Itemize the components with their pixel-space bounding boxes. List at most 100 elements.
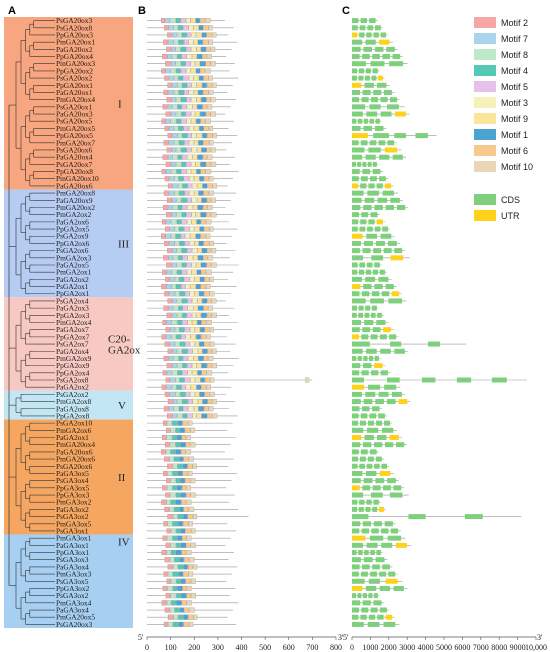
gene-label: PsGA2ox2	[56, 390, 89, 399]
cds-box	[383, 621, 396, 627]
structure-row	[352, 226, 390, 232]
cds-box	[361, 291, 370, 297]
motif-box	[185, 334, 191, 340]
motif-box	[187, 370, 192, 376]
motif-box	[201, 97, 207, 103]
motif-box	[176, 262, 182, 268]
structure-row	[352, 133, 437, 139]
motif-box	[211, 197, 216, 203]
motif-box	[186, 68, 191, 74]
gene-label: PpGA20ox1	[56, 81, 93, 90]
utr-box	[384, 183, 392, 189]
motif-box	[209, 226, 214, 232]
motif-box	[195, 18, 200, 24]
cds-box	[379, 269, 385, 275]
structure-row	[352, 363, 386, 369]
motif-box	[203, 190, 209, 196]
axis-c-tick-label: 9000	[510, 643, 526, 652]
motif-row	[147, 140, 232, 146]
motif-box	[175, 449, 181, 455]
motif-row	[147, 61, 235, 67]
motif-box	[167, 133, 173, 139]
motif-box	[166, 550, 171, 556]
motif-box	[184, 377, 191, 383]
gene-label: PsGA20ox6	[56, 462, 92, 471]
structure-row	[352, 593, 380, 599]
motif-box	[170, 61, 176, 67]
motif-box	[164, 456, 170, 462]
motif-box	[200, 276, 205, 282]
cds-box	[352, 320, 362, 325]
gene-label: PaGA20ox9	[56, 196, 93, 205]
motif-box	[166, 435, 172, 441]
cds-box	[352, 248, 360, 254]
motif-box	[210, 46, 216, 52]
motif-box	[197, 320, 202, 326]
utr-box	[383, 327, 391, 333]
motif-box	[192, 514, 197, 520]
motif-box	[195, 212, 201, 218]
motif-box	[183, 125, 189, 131]
cds-box	[352, 118, 357, 124]
cds-box	[382, 564, 390, 570]
motif-box	[212, 183, 218, 189]
structure-row	[352, 176, 389, 182]
motif-box	[164, 125, 169, 131]
group-label: II	[118, 472, 126, 484]
gene-label: PpGA3ox3	[56, 491, 90, 500]
motif-box	[167, 564, 174, 570]
cds-box	[369, 413, 377, 419]
motif-box	[188, 470, 193, 476]
cds-box	[377, 82, 387, 88]
motif-box	[188, 521, 193, 527]
motif-box	[183, 571, 189, 577]
cds-box	[375, 557, 385, 563]
gene-label: PmGA20ox2	[56, 203, 95, 212]
cds-box	[387, 240, 397, 246]
motif-box	[192, 363, 197, 369]
cds-box	[371, 370, 379, 376]
motif-legend: Motif 2 Motif 7 Motif 8 Motif 4 Motif 5 Motif…	[474, 17, 533, 172]
gene-label: PaGA3ox4	[56, 562, 89, 571]
motif-box	[196, 133, 203, 139]
motif-row	[147, 248, 236, 254]
motif-box	[187, 154, 193, 160]
gene-label: PsGA20ox7	[56, 160, 92, 169]
cds-box	[387, 535, 402, 541]
cds-box	[373, 133, 390, 139]
motif-box	[167, 54, 172, 60]
motif-box	[196, 219, 201, 225]
motif-row	[147, 226, 238, 232]
motif-box	[188, 39, 194, 45]
group-band	[4, 390, 133, 420]
motif-box	[170, 542, 176, 548]
motif-row	[147, 327, 233, 333]
motif-box	[169, 276, 175, 282]
motif-box	[199, 341, 205, 347]
cds-box	[382, 226, 388, 232]
cds-box	[382, 427, 394, 433]
structure-row	[352, 125, 387, 131]
motif-box	[169, 125, 175, 131]
cds-box	[456, 377, 472, 383]
motif-box	[176, 528, 181, 534]
motif-row	[147, 499, 230, 505]
motif-box	[181, 284, 186, 290]
motif-box	[195, 161, 201, 167]
motif-box	[165, 226, 170, 232]
cds-box	[372, 169, 381, 175]
legend-swatch	[474, 129, 496, 140]
structure-row	[352, 147, 402, 153]
motif-box	[181, 550, 187, 556]
cds-box	[358, 312, 364, 318]
motif-box	[169, 406, 174, 412]
motif-row	[147, 514, 249, 520]
motif-box	[172, 312, 177, 318]
motif-box	[184, 276, 190, 282]
axis-c-tick-label: 1000	[362, 643, 378, 652]
motif-box	[166, 97, 172, 103]
structure-row	[352, 118, 382, 124]
cds-box	[352, 226, 358, 232]
motif-box	[201, 262, 207, 268]
motif-box	[186, 600, 192, 606]
